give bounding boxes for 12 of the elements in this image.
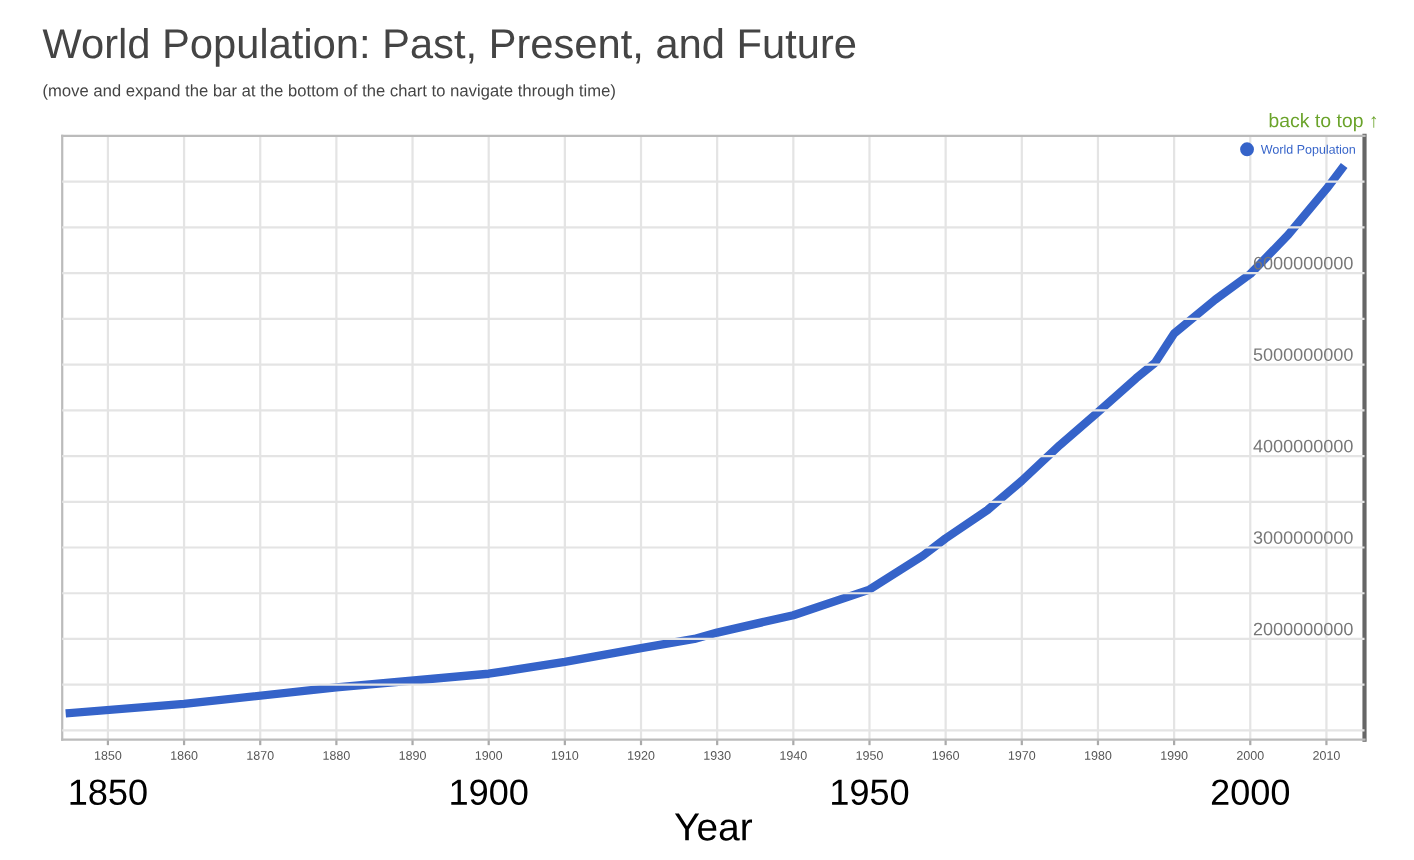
x2-tick-label: 1900: [451, 779, 528, 806]
y-tick-label: 2000000000: [1253, 622, 1353, 636]
y-tick-label: 5000000000: [1253, 348, 1353, 361]
y-tick-label: 4000000000: [1253, 439, 1353, 453]
y-tick-label: 3000000000: [1253, 531, 1353, 544]
chart-subtitle: (move and expand the bar at the bottom of the chart to navigate through time): [43, 84, 615, 100]
x2-axis-title: Year: [674, 813, 753, 841]
x2-tick-label: 1950: [832, 779, 909, 806]
chart-title: World Population: Past, Present, and Future: [42, 27, 856, 67]
x2-tick-label: 1850: [70, 779, 147, 806]
text: back to top ↑: [1269, 113, 1377, 132]
x2-tick-label: 2000: [1211, 779, 1290, 806]
